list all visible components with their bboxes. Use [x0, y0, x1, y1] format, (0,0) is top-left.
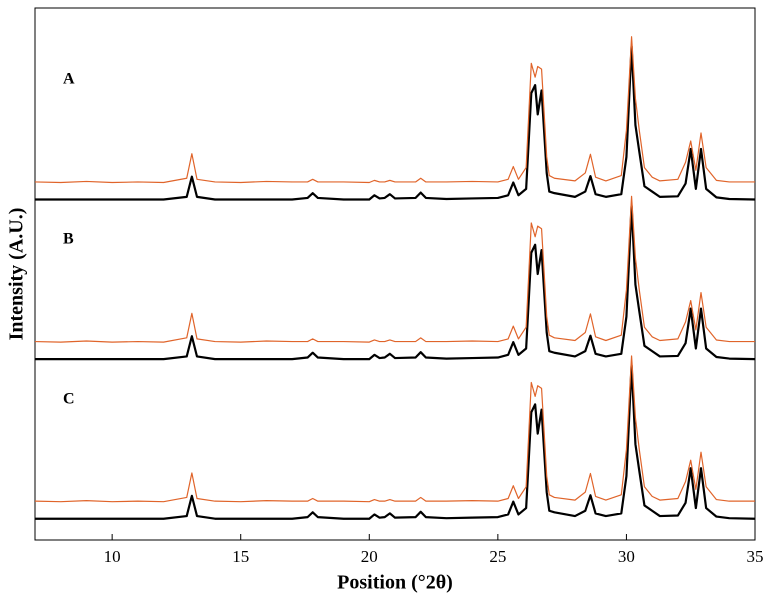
x-tick-label: 30 — [618, 547, 635, 566]
panel-label: A — [63, 71, 75, 88]
series-line — [35, 204, 756, 361]
x-tick-label: 20 — [361, 547, 378, 566]
y-axis-label: Intensity (A.U.) — [6, 208, 28, 341]
panel-label: B — [63, 231, 74, 248]
x-axis-label: Position (°2θ) — [337, 572, 453, 594]
x-tick-label: 35 — [747, 547, 764, 566]
plot-frame — [34, 7, 756, 541]
series-line — [35, 364, 756, 520]
panel-label: C — [63, 391, 75, 408]
x-tick-label: 10 — [104, 547, 121, 566]
series-line — [34, 36, 755, 184]
series-line — [35, 45, 756, 201]
series-line — [34, 195, 755, 343]
x-tick-label: 15 — [232, 547, 249, 566]
series-line — [34, 355, 755, 503]
x-tick-label: 25 — [489, 547, 506, 566]
